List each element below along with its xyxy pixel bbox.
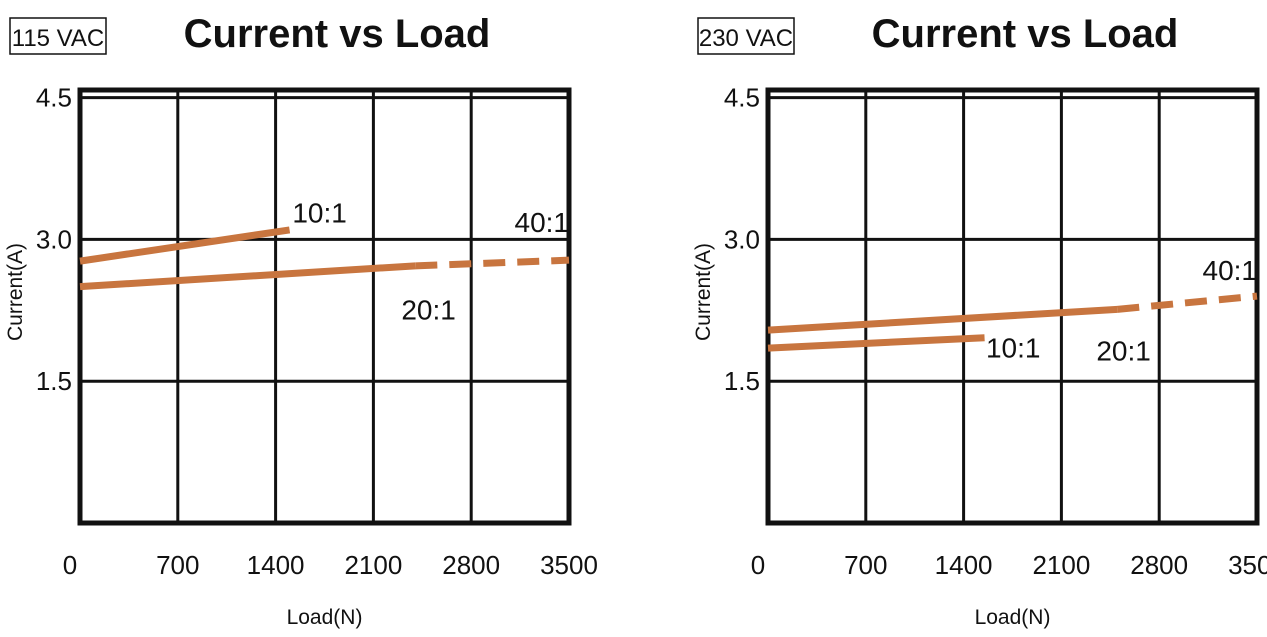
y-tick-label: 1.5	[724, 366, 760, 396]
x-tick-label: 0	[751, 550, 765, 580]
x-axis-label: Load(N)	[287, 606, 363, 629]
series-line-20-to-1	[767, 305, 1118, 334]
x-tick-label: 3500	[540, 550, 598, 580]
condition-tag: 230 VAC	[699, 25, 793, 52]
y-tick-label: 3.0	[36, 224, 72, 254]
chart-title: Current vs Load	[872, 12, 1179, 56]
y-tick-label: 3.0	[724, 224, 760, 254]
x-tick-label: 1400	[935, 550, 993, 580]
series-label-10-to-1: 10:1	[986, 333, 1041, 364]
x-tick-label: 2800	[1130, 550, 1188, 580]
x-tick-label: 1400	[247, 550, 305, 580]
chart-panel-230vac: 230 VAC Current vs Load 10:1 20:1 40:1 0 700 14…	[688, 0, 1267, 637]
x-tick-label: 700	[844, 550, 887, 580]
y-axis-label: Current(A)	[4, 243, 27, 341]
y-tick-label: 4.5	[36, 83, 72, 113]
condition-tag: 115 VAC	[12, 25, 105, 52]
condition-tag-box	[9, 17, 107, 55]
x-tick-label: 700	[156, 550, 199, 580]
series-line-10-to-1	[767, 334, 985, 352]
x-tick-label: 3500	[1228, 550, 1267, 580]
series-label-40-to-1: 40:1	[515, 207, 570, 238]
series-label-20-to-1: 20:1	[1096, 335, 1151, 366]
chart-svg: 230 VAC Current vs Load 10:1 20:1 40:1 0 700 14…	[692, 12, 1267, 629]
x-tick-label: 2100	[344, 550, 402, 580]
plot-frame	[77, 87, 572, 526]
condition-tag-box	[697, 17, 795, 55]
x-tick-label: 2800	[442, 550, 500, 580]
series-line-20-to-1	[79, 262, 416, 291]
x-tick-label: 0	[63, 550, 77, 580]
series-label-20-to-1: 20:1	[401, 295, 456, 326]
series-label-10-to-1: 10:1	[292, 197, 347, 228]
chart-panel-115vac: 115 VAC Current vs Load 10:1 20:1 40:1 0 700 14…	[0, 0, 620, 637]
series-label-40-to-1: 40:1	[1203, 255, 1258, 286]
series-line-40-to-1	[1116, 292, 1258, 313]
plot-frame	[765, 87, 1260, 526]
chart-title: Current vs Load	[184, 12, 491, 56]
chart-svg: 115 VAC Current vs Load 10:1 20:1 40:1 0 700 14…	[4, 12, 598, 629]
series-line-10-to-1	[79, 226, 291, 265]
y-tick-label: 4.5	[724, 83, 760, 113]
x-axis-label: Load(N)	[975, 606, 1051, 629]
series-line-40-to-1	[415, 256, 570, 270]
y-tick-label: 1.5	[36, 366, 72, 396]
x-tick-label: 2100	[1032, 550, 1090, 580]
y-axis-label: Current(A)	[692, 243, 715, 341]
